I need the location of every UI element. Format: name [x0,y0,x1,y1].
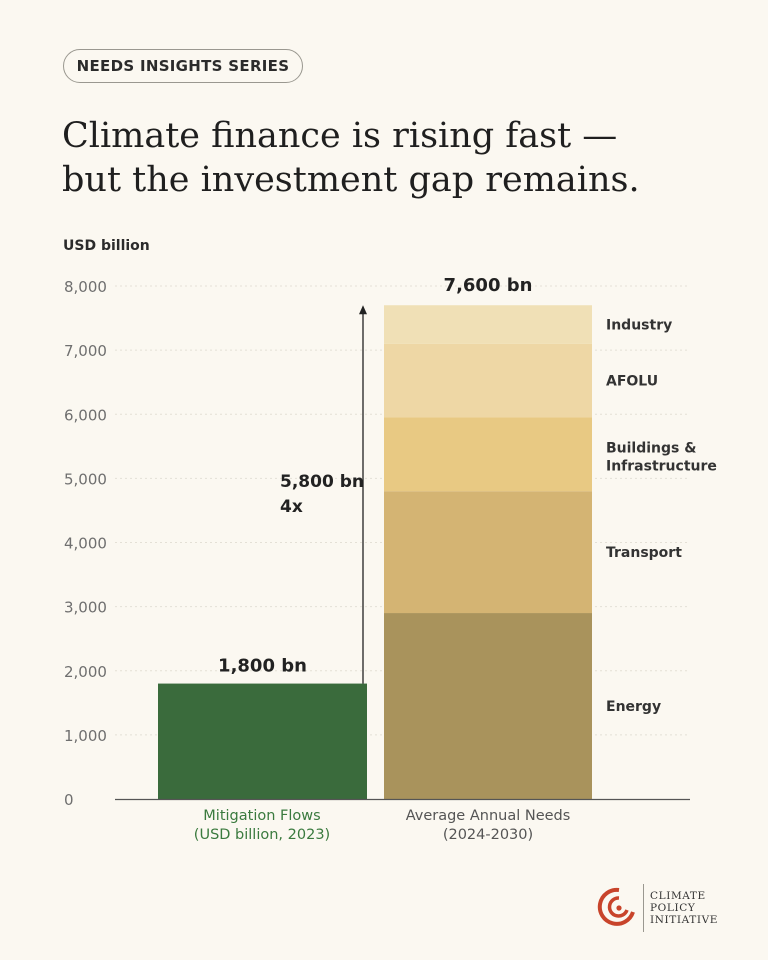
x-category-label: (2024-2030) [443,827,533,843]
x-category-label: Mitigation Flows [203,808,320,824]
y-tick-label: 8,000 [64,278,107,296]
needs-segment-buildings [384,417,592,492]
gap-arrow-head [359,305,367,315]
title-line-1: Climate finance is rising fast — [62,116,618,156]
needs-segment-industry [384,305,592,344]
y-tick-label: 3,000 [64,599,107,617]
y-tick-label: 2,000 [64,663,107,681]
chart: 0 1,000 2,000 3,000 4,000 5,000 6,000 7,000 8,00… [64,275,717,843]
segment-label: Energy [606,699,661,715]
flows-value-label: 1,800 bn [218,656,307,677]
logo-line-1: CLIMATE [650,890,706,902]
page-title: Climate finance is rising fast — but the… [62,114,640,202]
y-tick-label: 6,000 [64,406,107,424]
logo-divider [643,884,644,932]
logo-line-2: POLICY [650,902,696,914]
cpi-logo-icon [597,887,635,926]
y-tick-label: 0 [64,791,74,809]
y-tick-label: 4,000 [64,535,107,553]
segment-label: AFOLU [606,374,658,390]
needs-total-label: 7,600 bn [444,275,533,296]
needs-segment-transport [384,491,592,614]
segment-label: Transport [606,545,682,561]
logo-text: CLIMATE POLICY INITIATIVE [650,890,718,926]
mitigation-flows-bar [158,683,367,799]
y-tick-label: 7,000 [64,342,107,360]
title-line-2: but the investment gap remains. [62,160,640,200]
cpi-logo: CLIMATE POLICY INITIATIVE [597,884,718,932]
y-axis-unit-label: USD billion [63,238,150,254]
y-tick-label: 1,000 [64,727,107,745]
x-category-label: Average Annual Needs [406,808,571,824]
segment-label: Infrastructure [606,458,717,474]
series-badge: NEEDS INSIGHTS SERIES [63,49,303,83]
needs-segment-afolu [384,343,592,418]
x-category-label: (USD billion, 2023) [194,827,330,843]
segment-label: Buildings & [606,440,696,456]
gap-multiple-label: 4x [280,497,303,517]
gap-value-label: 5,800 bn [280,472,364,492]
logo-line-3: INITIATIVE [650,914,719,926]
needs-segment-energy [384,613,592,799]
segment-label: Industry [606,317,672,333]
y-tick-label: 5,000 [64,470,107,488]
